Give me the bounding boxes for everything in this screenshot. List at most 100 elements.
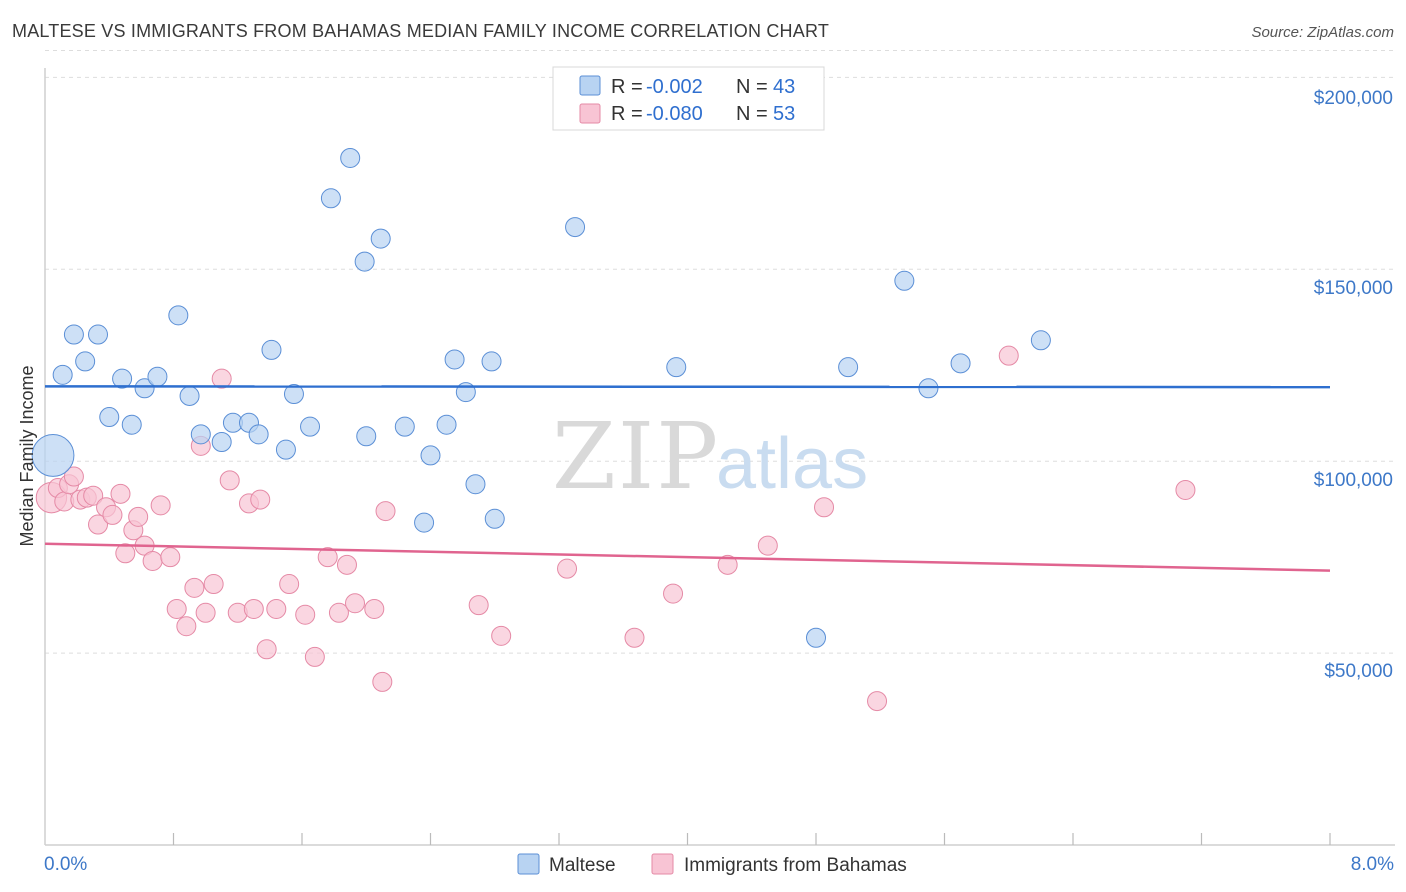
data-point [894, 270, 915, 291]
data-point [112, 368, 133, 389]
data-point [465, 474, 486, 495]
watermark-atlas: atlas [716, 424, 868, 504]
data-point [256, 639, 277, 660]
data-point [168, 305, 189, 326]
data-point [998, 345, 1019, 366]
data-point [717, 554, 738, 575]
data-point [468, 595, 489, 616]
y-tick-label: $150,000 [1314, 278, 1393, 299]
x-tick-label-min: 0.0% [44, 854, 87, 875]
data-point [328, 602, 349, 623]
maltese-points [31, 147, 1051, 648]
data-point [624, 627, 645, 648]
data-point [295, 604, 316, 625]
data-point [195, 602, 216, 623]
data-point [345, 593, 366, 614]
source-credit: Source: ZipAtlas.com [1251, 24, 1394, 41]
bottom-legend-swatch-maltese [517, 853, 540, 875]
x-tick-marks [172, 833, 1331, 845]
y-axis-label: Median Family Income [17, 365, 37, 546]
legend-n-value: 53 [773, 103, 795, 125]
legend-r-value: -0.002 [646, 76, 703, 98]
data-point [375, 501, 396, 522]
data-point [102, 504, 123, 525]
data-point [83, 485, 104, 506]
data-point [110, 483, 131, 504]
bottom-legend: Maltese Immigrants from Bahamas [517, 853, 907, 876]
data-point [243, 598, 264, 619]
data-point [420, 445, 441, 466]
y-tick-label: $200,000 [1314, 88, 1393, 109]
data-point [115, 543, 136, 564]
data-point [918, 378, 939, 399]
data-point [147, 366, 168, 387]
data-point [364, 598, 385, 619]
data-point [134, 378, 155, 399]
data-point [950, 353, 971, 374]
data-point [317, 547, 338, 568]
data-point [838, 357, 859, 378]
data-point [663, 583, 684, 604]
y-tick-label: $100,000 [1314, 470, 1393, 491]
data-point [320, 188, 341, 209]
data-point [436, 414, 457, 435]
data-point [88, 514, 109, 535]
data-point [184, 577, 205, 598]
data-point [75, 351, 96, 372]
data-point [219, 470, 240, 491]
bottom-legend-maltese: Maltese [549, 855, 616, 876]
y-tick-label: $50,000 [1324, 661, 1393, 682]
data-point [557, 558, 578, 579]
data-point [340, 147, 361, 168]
data-point [121, 414, 142, 435]
data-point [266, 598, 287, 619]
legend-swatch-maltese [579, 75, 601, 96]
bottom-legend-bahamas: Immigrants from Bahamas [684, 855, 907, 876]
watermark-zip: ZIP [552, 403, 720, 510]
data-point [203, 574, 224, 595]
data-point [166, 598, 187, 619]
data-point [444, 349, 465, 370]
data-point [1175, 479, 1196, 500]
data-point [304, 646, 325, 667]
data-point [261, 339, 282, 360]
legend-r-value: -0.080 [646, 103, 703, 125]
data-point [481, 351, 502, 372]
data-point [31, 434, 75, 477]
legend-r-label: R = [611, 76, 643, 98]
data-point [814, 497, 835, 518]
data-point [666, 357, 687, 378]
data-point [356, 426, 377, 447]
data-point [211, 432, 232, 452]
data-point [484, 508, 505, 529]
legend-swatch-bahamas [579, 103, 601, 124]
data-point [128, 506, 149, 527]
legend-n-label: N = [736, 103, 768, 125]
data-point [250, 489, 271, 510]
data-point [354, 251, 375, 272]
watermark: ZIP atlas [552, 403, 868, 510]
data-point [372, 671, 393, 692]
data-point [179, 385, 200, 406]
data-point [150, 495, 171, 516]
data-point [160, 547, 181, 568]
data-point [491, 625, 512, 646]
data-point [414, 512, 435, 533]
data-point [99, 407, 120, 428]
data-point [370, 228, 391, 249]
data-point [1030, 330, 1051, 351]
bahamas-trend-line [44, 542, 1331, 572]
data-point [88, 324, 109, 345]
bahamas-points [35, 345, 1196, 712]
data-point [63, 324, 84, 345]
y-tick-labels: $50,000 $100,000 $150,000 $200,000 [1314, 88, 1393, 682]
data-point [142, 550, 163, 571]
legend-n-value: 43 [773, 76, 795, 98]
x-tick-label-max: 8.0% [1351, 854, 1394, 875]
maltese-trend-line [44, 385, 1331, 389]
stats-legend: R = -0.002 N = 43 R = -0.080 N = 53 [552, 66, 825, 131]
data-point [52, 364, 73, 385]
data-point [757, 535, 778, 556]
data-point [394, 416, 415, 437]
